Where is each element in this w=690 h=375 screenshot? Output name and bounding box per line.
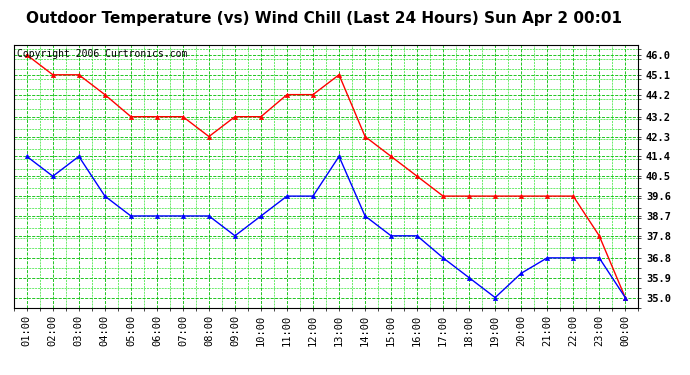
Text: Copyright 2006 Curtronics.com: Copyright 2006 Curtronics.com: [17, 49, 187, 59]
Text: Outdoor Temperature (vs) Wind Chill (Last 24 Hours) Sun Apr 2 00:01: Outdoor Temperature (vs) Wind Chill (Las…: [26, 11, 622, 26]
